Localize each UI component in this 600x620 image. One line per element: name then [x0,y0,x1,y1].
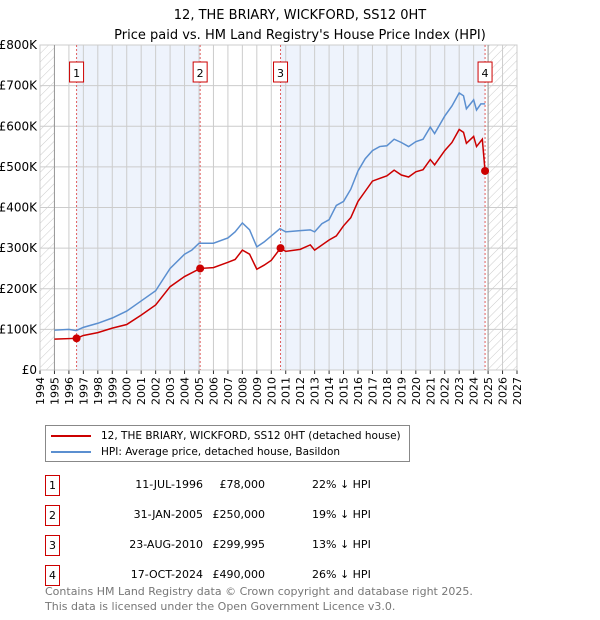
hpi-line [54,91,486,332]
sale-row: 1 11-JUL-1996 £78,000 22% ↓ HPI [45,475,465,496]
x-tick-label: 1994 [34,377,47,405]
legend-label-property: 12, THE BRIARY, WICKFORD, SS12 0HT (deta… [101,430,401,442]
y-tick-label: £700K [0,79,38,93]
x-tick-label: 2027 [511,377,524,405]
y-tick-label: £800K [0,38,38,52]
x-tick-label: 2018 [381,377,394,405]
x-tick-label: 1998 [92,377,105,405]
x-tick-label: 2011 [280,377,293,405]
footer-licence: This data is licensed under the Open Gov… [45,600,396,613]
x-tick-label: 1999 [106,377,119,405]
y-tick-label: £100K [0,322,38,336]
x-tick-label: 2008 [236,377,249,405]
x-tick-label: 2019 [395,377,408,405]
x-tick-label: 2015 [338,377,351,405]
sale-date: 11-JUL-1996 [135,478,203,491]
x-tick-label: 2004 [179,377,192,405]
sale-number: 4 [45,565,60,586]
sale-row: 4 17-OCT-2024 £490,000 26% ↓ HPI [45,565,465,586]
property-price-line [54,128,486,340]
sale-date: 17-OCT-2024 [130,568,203,581]
x-tick-label: 2017 [366,377,379,405]
y-tick-label: £300K [0,241,38,255]
x-tick-label: 1996 [63,377,76,405]
chart-subtitle: Price paid vs. HM Land Registry's House … [114,28,486,43]
legend-swatch-hpi [51,451,91,453]
x-tick-label: 2000 [121,377,134,405]
sale-label-box [69,61,85,83]
sale-price: £490,000 [212,568,266,581]
chart-title: 12, THE BRIARY, WICKFORD, SS12 0HT [173,8,427,23]
sale-price: £299,995 [212,538,266,551]
sale-hpi-diff: 26% ↓ HPI [312,568,371,581]
sale-label-box [273,61,289,83]
sale-point [72,334,81,343]
x-tick-label: 2005 [193,377,206,405]
y-tick-label: £200K [0,282,38,296]
y-tick-label: £0 [22,363,37,377]
x-tick-label: 2020 [410,377,423,405]
x-tick-label: 2009 [251,377,264,405]
x-tick-label: 2013 [309,377,322,405]
x-tick-label: 2007 [222,377,235,405]
sale-label: 3 [277,67,284,80]
x-tick-label: 2001 [135,377,148,405]
legend: 12, THE BRIARY, WICKFORD, SS12 0HT (deta… [45,425,410,462]
x-tick-label: 1997 [77,377,90,405]
sale-price: £250,000 [212,508,266,521]
sale-hpi-diff: 19% ↓ HPI [312,508,371,521]
x-tick-label: 2010 [265,377,278,405]
legend-swatch-property [51,435,91,437]
x-tick-label: 2012 [294,377,307,405]
sale-point [196,264,205,273]
sale-point [481,166,490,175]
y-tick-label: £500K [0,160,38,174]
price-chart: 1994 1995 1996 1997 1998 1999 2000 2001 2002 2003… [0,38,524,405]
sale-hpi-diff: 13% ↓ HPI [312,538,371,551]
sale-point [276,244,285,253]
sale-date: 31-JAN-2005 [133,508,203,521]
x-tick-label: 2024 [468,377,481,405]
sale-row: 3 23-AUG-2010 £299,995 13% ↓ HPI [45,535,465,556]
x-tick-label: 1995 [48,377,61,405]
sale-label: 2 [197,67,204,80]
sale-number: 2 [45,505,60,526]
x-tick-label: 2002 [150,377,163,405]
sale-hpi-diff: 22% ↓ HPI [312,478,371,491]
x-tick-label: 2006 [207,377,220,405]
x-tick-label: 2003 [164,377,177,405]
x-tick-label: 2025 [482,377,495,405]
legend-label-hpi: HPI: Average price, detached house, Basi… [101,446,341,458]
sale-row: 2 31-JAN-2005 £250,000 19% ↓ HPI [45,505,465,526]
x-tick-label: 2016 [352,377,365,405]
sale-price: £78,000 [219,478,266,491]
sale-number: 3 [45,535,60,556]
sale-label: 4 [482,67,489,80]
footer-copyright: Contains HM Land Registry data © Crown c… [45,585,473,598]
x-tick-label: 2021 [424,377,437,405]
x-tick-label: 2022 [439,377,452,405]
plot-border [39,44,518,371]
y-tick-label: £600K [0,119,38,133]
sale-label: 1 [73,67,80,80]
x-tick-label: 2026 [497,377,510,405]
x-tick-label: 2023 [453,377,466,405]
x-tick-label: 2014 [323,377,336,405]
sale-label-box [477,61,493,83]
sale-label-box [192,61,208,83]
y-tick-label: £400K [0,201,38,215]
sale-date: 23-AUG-2010 [129,538,203,551]
sale-number: 1 [45,475,60,496]
